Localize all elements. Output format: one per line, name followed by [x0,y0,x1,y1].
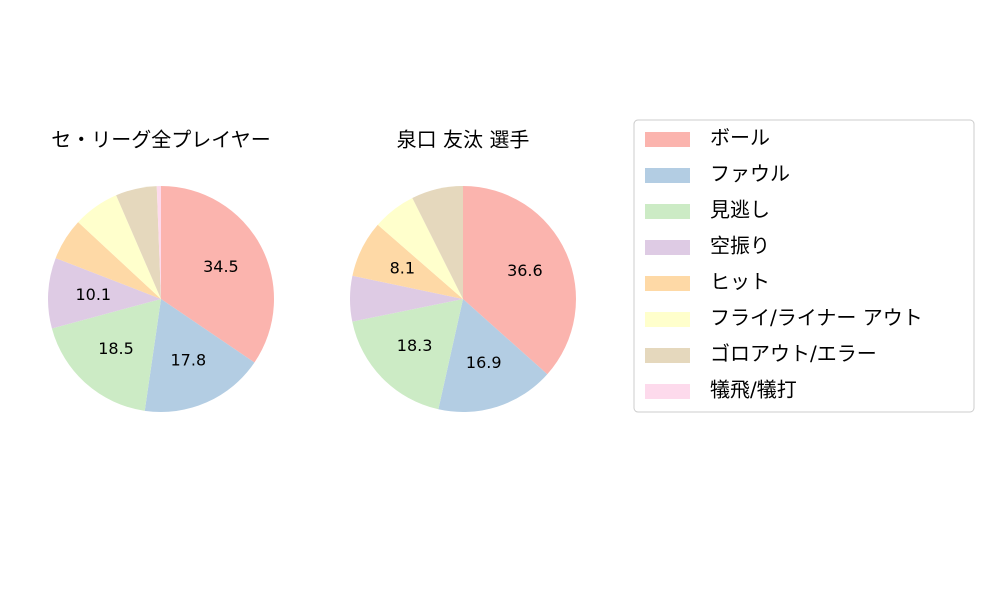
legend-label: ヒット [710,270,770,294]
value-label: 18.5 [98,339,134,358]
chart-title: 泉口 友汰 選手 [397,128,530,152]
legend-label: ファウル [710,162,790,186]
legend-label: ゴロアウト/エラー [710,342,877,366]
legend-swatch [645,276,690,291]
pie-slice [161,186,274,363]
pie-slice [349,275,463,322]
legend-swatch [645,132,690,147]
chart-title: セ・リーグ全プレイヤー [51,128,270,152]
value-label: 34.5 [203,257,239,276]
legend-label: 空振り [710,234,770,258]
legend-swatch [645,384,690,399]
pie-slice [352,299,463,410]
pie-slice [78,195,161,299]
legend-swatch [645,312,690,327]
legend-swatch [645,240,690,255]
legend-box [633,119,975,413]
pie-slice [144,299,255,412]
value-label: 36.6 [507,261,543,280]
pie-slice [412,186,463,299]
pie-slice [51,299,161,411]
pie-slice [352,224,463,299]
pie-slice [438,299,548,412]
legend-label: ボール [710,126,770,150]
pie-slice [377,197,463,299]
pie-slice [55,222,161,299]
value-label: 18.3 [397,336,433,355]
legend-swatch [645,204,690,219]
legend-label: フライ/ライナー アウト [710,306,923,330]
value-label: 17.8 [171,351,207,370]
value-label: 10.1 [75,285,111,304]
value-label: 16.9 [466,353,502,372]
legend-label: 見逃し [710,198,770,222]
legend-label: 犠飛/犠打 [710,378,797,402]
pie-slice [156,186,161,299]
legend-swatch [645,348,690,363]
pie-slice [116,186,161,299]
pie-slice [47,258,161,329]
legend-swatch [645,168,690,183]
pie-slice [463,186,576,375]
value-label: 8.1 [390,258,415,277]
